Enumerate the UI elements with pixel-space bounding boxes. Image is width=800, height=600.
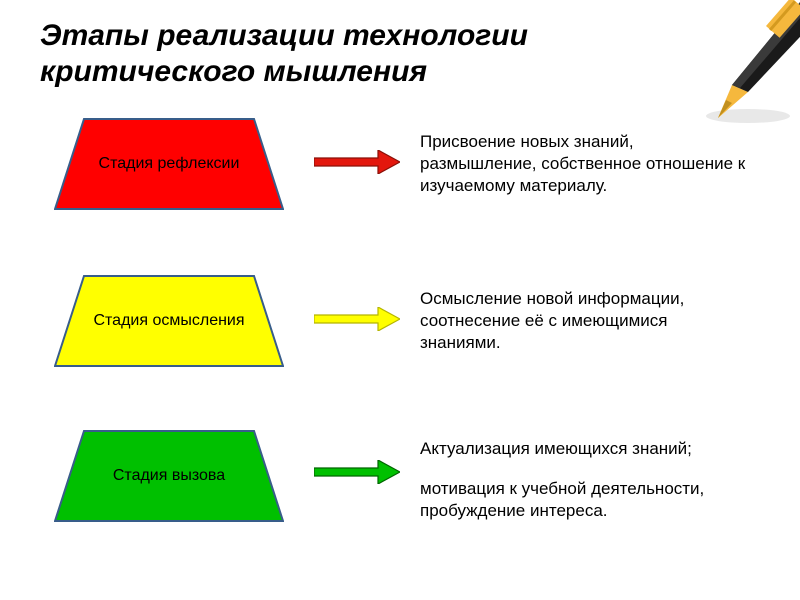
pen-icon [670,0,800,135]
stage-row-reflection: Стадия рефлексии Присвоение новых знаний… [54,118,750,210]
stage-desc: Актуализация имеющихся знаний; [420,438,750,460]
stage-desc-group: Актуализация имеющихся знаний; мотивация… [420,438,750,522]
arrow-icon [314,150,400,179]
trapezoid-comprehension: Стадия осмысления [54,275,284,367]
trapezoid-reflection: Стадия рефлексии [54,118,284,210]
stage-row-comprehension: Стадия осмысления Осмысление новой инфор… [54,275,750,367]
stage-desc-secondary: мотивация к учебной деятельности, пробуж… [420,478,750,522]
stage-label: Стадия вызова [54,430,284,522]
page-title: Этапы реализации технологии критического… [40,18,600,90]
stage-row-challenge: Стадия вызова Актуализация имеющихся зна… [54,430,750,522]
trapezoid-challenge: Стадия вызова [54,430,284,522]
stage-label: Стадия осмысления [54,275,284,367]
arrow-icon [314,307,400,336]
stage-desc: Осмысление новой информации, соотнесение… [420,288,750,354]
stage-label: Стадия рефлексии [54,118,284,210]
arrow-icon [314,460,400,489]
stage-desc: Присвоение новых знаний, размышление, со… [420,131,750,197]
